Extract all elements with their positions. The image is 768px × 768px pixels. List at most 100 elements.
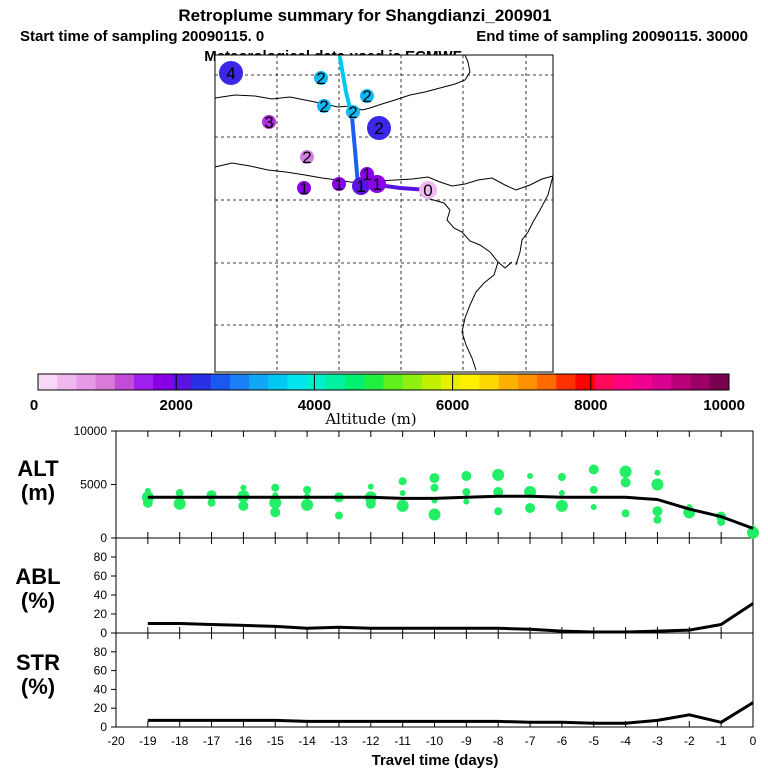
alt-point — [334, 511, 343, 520]
altitude-colorbar: 0 2000 4000 6000 8000 10000 Altitude (m) — [30, 373, 745, 428]
alt-point — [654, 469, 661, 476]
colorbar-cell — [95, 374, 116, 390]
map-marker: 1 — [360, 165, 374, 184]
map-marker-label: 1 — [299, 179, 308, 198]
colorbar-cell — [153, 374, 173, 390]
map-marker: 2 — [317, 97, 331, 116]
alt-panel-label: ALT — [17, 456, 59, 481]
colorbar-cell — [210, 374, 231, 390]
map-marker: 1 — [368, 175, 386, 194]
map-coastlines — [214, 54, 554, 371]
colorbar-title: Altitude (m) — [324, 410, 416, 428]
alt-point — [175, 489, 184, 498]
map-marker-label: 2 — [319, 97, 328, 116]
series-lines — [147, 494, 754, 725]
alt-point — [493, 486, 504, 497]
colorbar-cell — [383, 374, 404, 390]
colorbar-cell — [76, 374, 96, 390]
x-tick-label: -20 — [107, 734, 125, 748]
alt-point — [492, 468, 505, 481]
map-marker-dot — [352, 177, 370, 195]
map-marker-dot — [332, 177, 346, 191]
figure-title: Retroplume summary for Shangdianzi_20090… — [178, 6, 551, 25]
colorbar-cell — [345, 374, 365, 390]
sampling-end: End time of sampling 20090115. 30000 — [476, 28, 748, 45]
alt-point — [303, 485, 312, 494]
alt-point — [558, 490, 565, 497]
colorbar-cell — [229, 374, 250, 390]
trajectory-segment-mid — [350, 115, 360, 187]
abl-panel-frame — [115, 537, 754, 634]
str-panel-frame — [115, 632, 754, 728]
abl-ytick-label: 80 — [94, 550, 108, 564]
map-marker-label: 0 — [423, 181, 432, 200]
str-panel-unit: (%) — [21, 674, 55, 699]
map-marker-label: 1 — [356, 177, 365, 196]
alt-point — [270, 507, 281, 518]
time-series-panels: ALT (m) ABL (%) STR (%) 0 5000 10000 0 20 40 6… — [15, 424, 759, 768]
x-tick-label: -11 — [394, 734, 411, 748]
alt-point — [651, 478, 664, 491]
colorbar-cell — [249, 374, 269, 390]
str-ytick-label: 20 — [94, 701, 108, 715]
abl-ytick-label: 60 — [94, 569, 108, 583]
alt-point — [527, 472, 534, 479]
colorbar-cell — [191, 374, 212, 390]
colorbar-tick-label: 10000 — [703, 397, 745, 414]
x-tick-label: -7 — [525, 734, 536, 748]
colorbar-cell — [268, 374, 288, 390]
abl-line — [147, 602, 754, 634]
x-tick-label: -12 — [362, 734, 380, 748]
alt-point — [428, 508, 441, 521]
map-marker-label: 2 — [374, 119, 383, 138]
alt-point — [367, 483, 374, 490]
map-marker-label: 3 — [264, 113, 273, 132]
str-ytick-label: 40 — [94, 682, 108, 696]
colorbar-cell — [325, 374, 346, 390]
colorbar-cell — [594, 374, 615, 390]
map-marker-dot — [419, 181, 437, 199]
colorbar-cell — [709, 374, 730, 390]
alt-panel-unit: (m) — [21, 480, 55, 505]
colorbar-cell — [537, 374, 557, 390]
colorbar-cell — [613, 374, 634, 390]
x-tick-label: -3 — [652, 734, 663, 748]
map-marker-dot — [300, 150, 314, 164]
alt-point — [589, 485, 598, 494]
colorbar-cell — [402, 374, 423, 390]
colorbar-cell — [287, 374, 308, 390]
map-marker: 1 — [352, 177, 370, 196]
map-marker-dot — [346, 105, 360, 119]
x-tick-label: -1 — [716, 734, 727, 748]
map-marker: 2 — [360, 87, 374, 106]
colorbar-tick-label: 6000 — [436, 397, 469, 414]
colorbar-cell — [38, 374, 58, 390]
alt-point — [620, 477, 631, 488]
alt-point — [173, 497, 186, 510]
x-tick-label: -18 — [171, 734, 189, 748]
colorbar-cell — [460, 374, 480, 390]
alt-mean-line — [147, 494, 754, 530]
map-marker: 1 — [332, 175, 346, 194]
alt-point — [621, 509, 630, 518]
colorbar-cell — [306, 374, 327, 390]
alt-point — [269, 496, 282, 509]
map-marker: 3 — [262, 113, 276, 132]
x-tick-label: -15 — [267, 734, 285, 748]
colorbar-tick-label: 4000 — [298, 397, 331, 414]
alt-point — [557, 473, 566, 482]
map-marker-label: 2 — [316, 69, 325, 88]
abl-panel-label: ABL — [15, 564, 60, 589]
map-marker: 2 — [300, 148, 314, 167]
map-marker: 2 — [367, 116, 391, 140]
alt-point — [555, 499, 568, 512]
x-tick-label: -14 — [298, 734, 316, 748]
str-panel-label: STR — [16, 650, 60, 675]
colorbar-cell — [671, 374, 692, 390]
abl-ytick-label: 40 — [94, 588, 108, 602]
x-tick-label: -8 — [493, 734, 504, 748]
alt-point — [653, 515, 662, 524]
colorbar-cell — [690, 374, 711, 390]
